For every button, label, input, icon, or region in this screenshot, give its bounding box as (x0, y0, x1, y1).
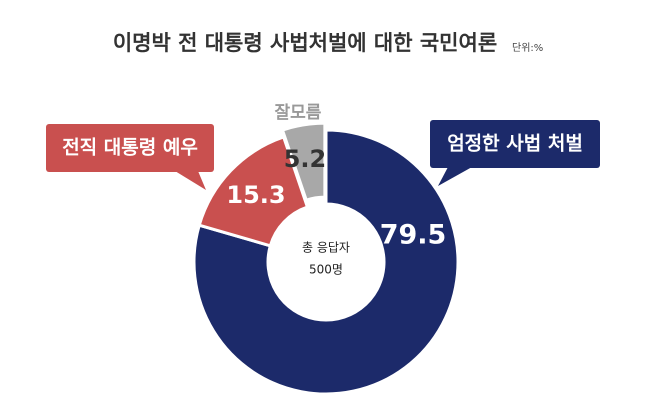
callout-box (430, 120, 600, 168)
callout-box (46, 124, 214, 172)
category-label: 전직 대통령 예우 (62, 137, 198, 159)
value-label: 15.3 (226, 181, 285, 209)
donut-slice (280, 121, 327, 203)
chart-title: 이명박 전 대통령 사법처벌에 대한 국민여론 (113, 31, 497, 55)
donut-slice (197, 135, 310, 248)
center-label: 총 응답자 (302, 241, 350, 255)
callout-right: 엄정한 사법 처벌 (430, 120, 600, 186)
category-label: 잘모름 (275, 102, 322, 123)
value-label: 5.2 (284, 145, 327, 173)
callout-pointer (438, 167, 472, 186)
category-label: 엄정한 사법 처벌 (447, 133, 583, 155)
center-label: 500명 (309, 263, 343, 277)
donut (192, 121, 460, 396)
value-label: 79.5 (380, 220, 447, 251)
donut-slice (192, 128, 460, 396)
unit-label: 단위:% (512, 41, 543, 54)
callout-pointer (175, 171, 206, 190)
callout-left: 전직 대통령 예우 (46, 124, 214, 190)
